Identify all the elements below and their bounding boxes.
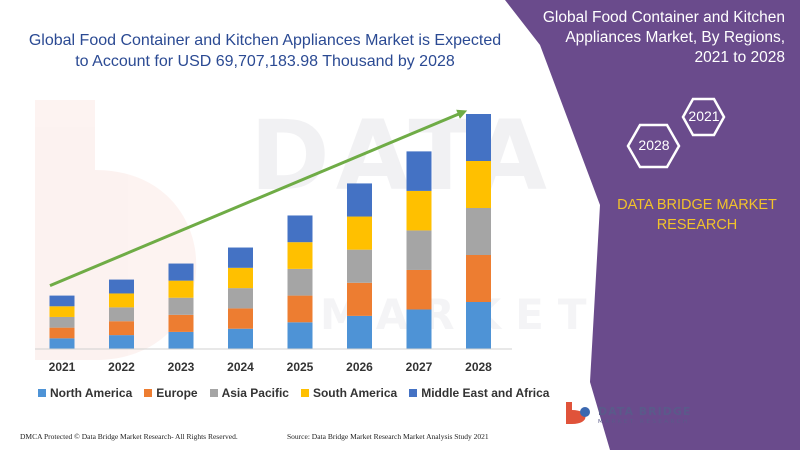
company-logo: DATA BRIDGE MARKET RESEARCH xyxy=(598,405,691,425)
bar-segment-2026-asia-pacific xyxy=(347,249,372,283)
bar-segment-2022-south-america xyxy=(109,293,134,308)
bar-segment-2027-europe xyxy=(406,269,432,310)
x-tick-label: 2022 xyxy=(108,360,135,374)
legend-label: South America xyxy=(312,386,398,400)
bar-segment-2025-asia-pacific xyxy=(287,268,313,296)
company-logo-icon xyxy=(566,402,590,424)
legend-label: Middle East and Africa xyxy=(421,386,550,400)
chart-title: Global Food Container and Kitchen Applia… xyxy=(28,32,502,70)
legend-swatch xyxy=(38,389,46,397)
legend-label: North America xyxy=(50,386,133,400)
bar-segment-2022-middle-east-and-africa xyxy=(109,279,134,294)
bar-segment-2021-north-america xyxy=(49,338,75,349)
x-tick-label: 2021 xyxy=(49,360,76,374)
hexagon-year-start: 2021 xyxy=(688,108,720,124)
bar-segment-2021-asia-pacific xyxy=(49,316,75,328)
legend-swatch xyxy=(409,389,418,397)
logo-sub-text: MARKET RESEARCH xyxy=(598,419,690,425)
x-tick-label: 2028 xyxy=(465,360,492,374)
bar-segment-2028-south-america xyxy=(466,161,491,208)
bar-segment-2024-europe xyxy=(228,308,253,329)
legend-item: Asia Pacific xyxy=(209,386,289,400)
bar-segment-2028-asia-pacific xyxy=(466,208,491,255)
side-panel-title: Global Food Container and Kitchen Applia… xyxy=(542,9,785,66)
bar-segment-2023-south-america xyxy=(168,280,194,298)
legend-swatch xyxy=(144,389,153,397)
bar-segment-2026-europe xyxy=(347,282,372,316)
bar-segment-2022-asia-pacific xyxy=(109,307,134,322)
bar-segment-2024-north-america xyxy=(228,328,253,349)
brand-name: DATA BRIDGE MARKET RESEARCH xyxy=(617,197,777,233)
bar-segment-2024-south-america xyxy=(228,267,253,289)
hexagon-year-end: 2028 xyxy=(638,137,670,153)
bar-segment-2025-middle-east-and-africa xyxy=(287,215,313,243)
legend-item: North America xyxy=(38,386,132,400)
bar-segment-2026-north-america xyxy=(347,315,372,349)
x-tick-label: 2025 xyxy=(287,360,314,374)
legend-swatch xyxy=(209,389,218,397)
bar-segment-2024-asia-pacific xyxy=(228,288,253,309)
x-tick-label: 2023 xyxy=(168,360,195,374)
bar-segment-2023-asia-pacific xyxy=(168,297,194,315)
legend-item: South America xyxy=(300,386,398,400)
logo-main-text: DATA BRIDGE xyxy=(598,405,692,418)
side-panel-background xyxy=(505,0,800,450)
bar-segment-2027-north-america xyxy=(406,309,432,349)
bar-segment-2025-south-america xyxy=(287,242,313,269)
bar-segment-2025-europe xyxy=(287,295,313,323)
bar-segment-2022-north-america xyxy=(109,335,134,349)
footer-source: Source: Data Bridge Market Research Mark… xyxy=(287,432,489,441)
bar-segment-2027-asia-pacific xyxy=(406,230,432,270)
bar-segment-2026-middle-east-and-africa xyxy=(347,183,372,217)
bar-segment-2027-south-america xyxy=(406,190,432,231)
hexagon-2028-icon xyxy=(626,123,681,169)
bar-segment-2028-north-america xyxy=(466,302,491,349)
bar-segment-2021-south-america xyxy=(49,306,75,317)
bar-segment-2023-middle-east-and-africa xyxy=(168,263,194,281)
bar-segment-2026-south-america xyxy=(347,216,372,250)
x-axis: 2021 2022 2023 2024 2025 2026 2027 2028 xyxy=(35,348,512,374)
trend-arrow xyxy=(49,109,468,287)
bars-layer xyxy=(49,114,491,349)
legend-swatch xyxy=(300,389,309,397)
x-tick-label: 2027 xyxy=(406,360,433,374)
bar-segment-2028-middle-east-and-africa xyxy=(466,114,491,161)
bar-segment-2023-europe xyxy=(168,314,194,332)
footer-copyright: DMCA Protected © Data Bridge Market Rese… xyxy=(20,432,238,441)
bar-segment-2024-middle-east-and-africa xyxy=(228,247,253,268)
bar-segment-2025-north-america xyxy=(287,322,313,349)
bar-segment-2021-europe xyxy=(49,327,75,339)
bar-segment-2028-europe xyxy=(466,255,491,302)
bar-segment-2021-middle-east-and-africa xyxy=(49,295,75,307)
bar-segment-2027-middle-east-and-africa xyxy=(406,151,432,191)
bar-segment-2022-europe xyxy=(109,321,134,336)
legend-item: Middle East and Africa xyxy=(409,386,549,400)
legend-label: Europe xyxy=(156,386,198,400)
x-tick-label: 2024 xyxy=(227,360,254,374)
legend-label: Asia Pacific xyxy=(221,386,289,400)
x-tick-label: 2026 xyxy=(346,360,373,374)
bar-segment-2023-north-america xyxy=(168,331,194,349)
legend-item: Europe xyxy=(144,386,198,400)
hexagon-2021-icon xyxy=(681,97,726,137)
chart-legend: North America Europe Asia Pacific South Ame… xyxy=(38,384,549,402)
